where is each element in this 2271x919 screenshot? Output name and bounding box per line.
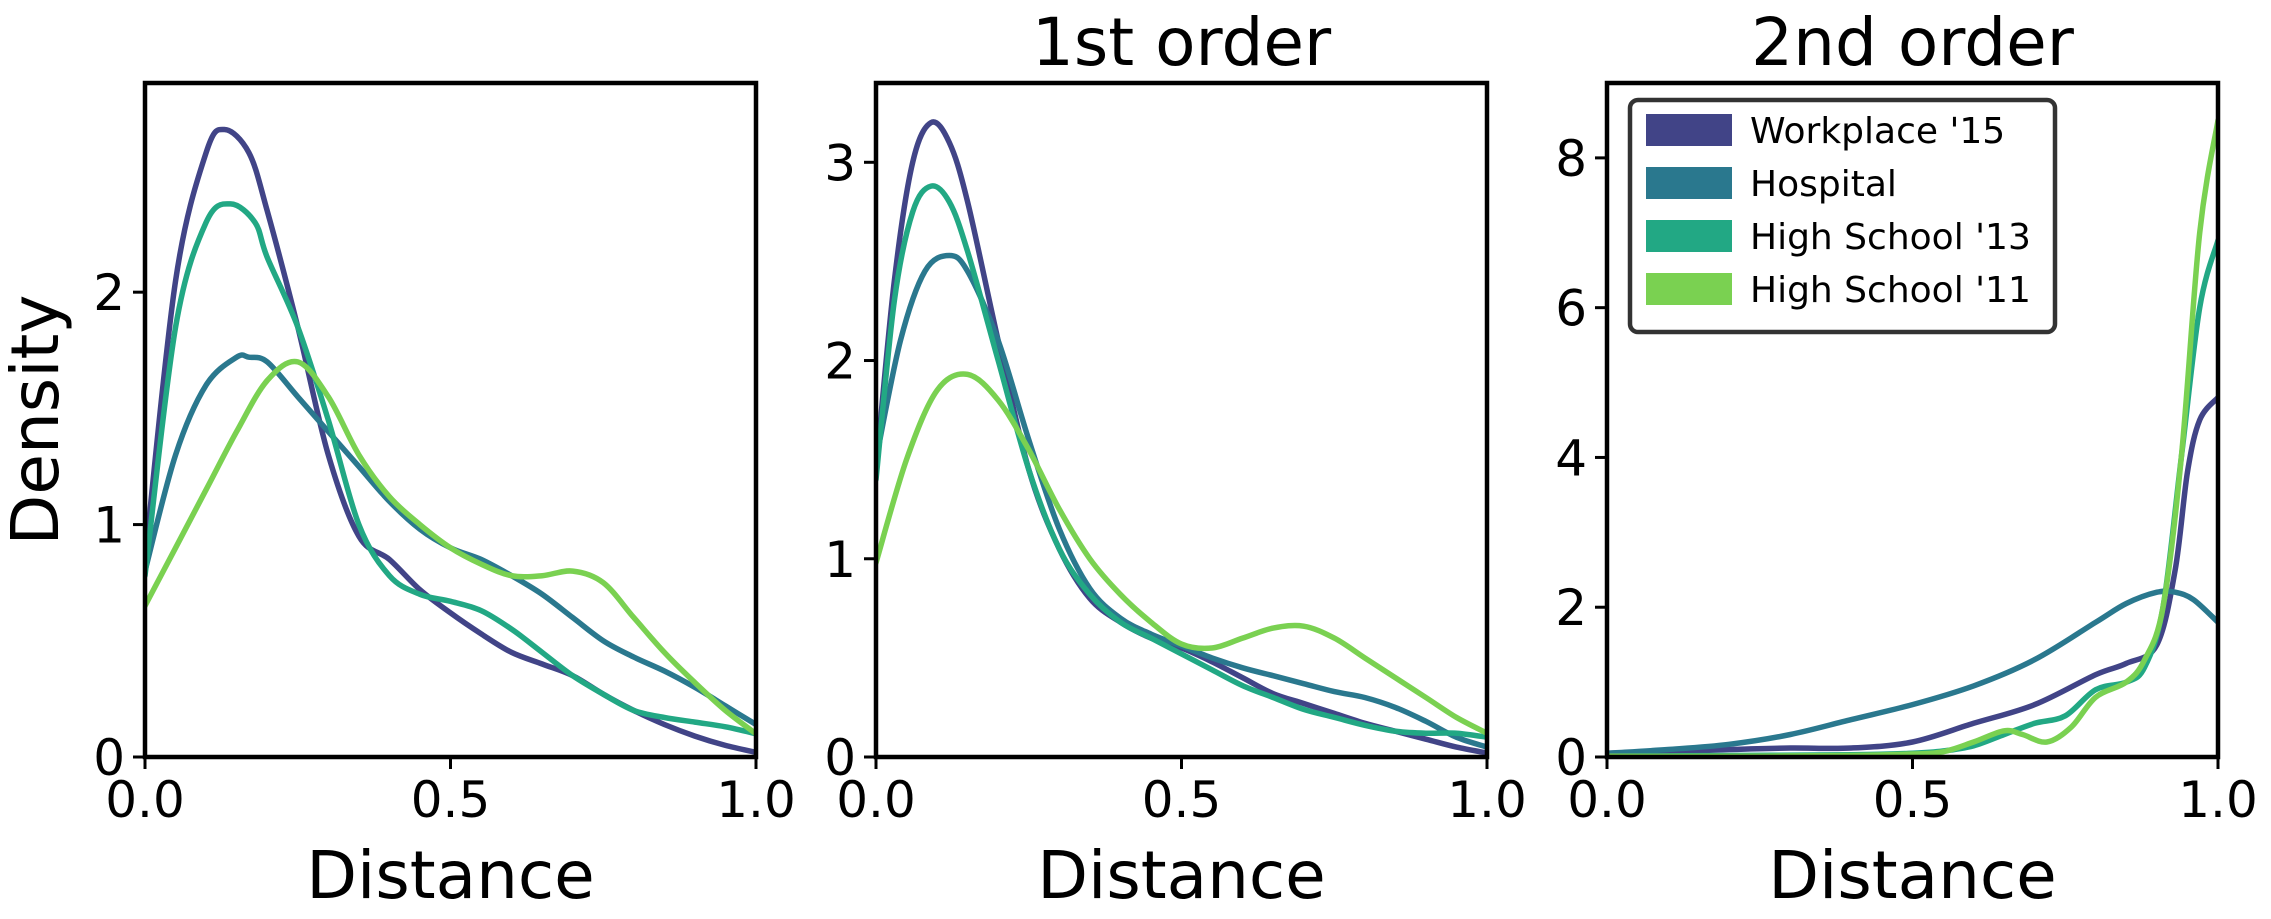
y-axis-label: Density: [0, 295, 74, 546]
series-lines: [876, 119, 1487, 756]
legend-label: Workplace '15: [1750, 111, 2005, 152]
legend: Workplace '15 Hospital High School '13 High…: [1627, 97, 2058, 335]
x-tick-label: 1.0: [716, 771, 796, 829]
series-line-hospital: [876, 252, 1487, 750]
series-lines: [145, 126, 756, 756]
x-axis-label: Distance: [1037, 837, 1326, 914]
legend-label: High School '11: [1750, 270, 2031, 311]
y-tick-label: 2: [824, 333, 856, 391]
legend-item-high-school-13: High School '13: [1646, 217, 2031, 258]
y-tick-label: 2: [93, 264, 125, 322]
series-line-workplace-15: [145, 126, 756, 756]
series-line-hospital: [1607, 588, 2218, 757]
panel-title: 2nd order: [1751, 4, 2075, 81]
legend-frame: [1627, 97, 2058, 335]
y-tick-label: 0: [824, 729, 856, 787]
legend-label: Hospital: [1750, 164, 1897, 205]
x-tick-label: 0.0: [1567, 771, 1647, 829]
y-tick-label: 4: [1555, 429, 1587, 487]
y-tick-label: 6: [1555, 280, 1587, 338]
y-tick-label: 3: [824, 134, 856, 192]
legend-item-workplace-15: Workplace '15: [1646, 111, 2005, 152]
series-line-high-school-11: [145, 358, 756, 737]
series-line-high-school-13: [145, 201, 756, 737]
legend-item-hospital: Hospital: [1646, 164, 1897, 205]
series-line-hospital: [145, 352, 756, 728]
panel-2nd-order: 0.0 0.5 1.0 0 2 4 6 8 Distance 2nd order: [1555, 4, 2258, 914]
y-tick-label: 8: [1555, 130, 1587, 188]
panel-distance-density: 0.0 0.5 1.0 0 1 2 Distance Density: [0, 80, 796, 914]
x-tick-label: 0.0: [105, 771, 185, 829]
series-line-high-school-11: [876, 371, 1487, 736]
y-tick-label: 1: [824, 531, 856, 589]
x-tick-label: 0.5: [1142, 771, 1222, 829]
legend-swatch: [1646, 220, 1732, 252]
y-tick-label: 0: [1555, 729, 1587, 787]
y-tick-label: 1: [93, 497, 125, 555]
series-line-workplace-15: [876, 119, 1487, 756]
x-tick-label: 1.0: [2178, 771, 2258, 829]
x-tick-label: 1.0: [1447, 771, 1527, 829]
series-line-high-school-13: [876, 183, 1487, 740]
legend-swatch: [1646, 167, 1732, 199]
panel-1st-order: 0.0 0.5 1.0 0 1 2 3 Distance 1st order: [824, 4, 1527, 914]
x-tick-label: 0.5: [1873, 771, 1953, 829]
x-axis-label: Distance: [1768, 837, 2057, 914]
y-tick-label: 0: [93, 729, 125, 787]
legend-swatch: [1646, 114, 1732, 146]
y-tick-label: 2: [1555, 579, 1587, 637]
legend-label: High School '13: [1750, 217, 2031, 258]
panel-title: 1st order: [1032, 4, 1332, 81]
legend-item-high-school-11: High School '11: [1646, 270, 2031, 311]
legend-swatch: [1646, 273, 1732, 305]
x-axis-label: Distance: [306, 837, 595, 914]
x-tick-label: 0.0: [836, 771, 916, 829]
series-line-workplace-15: [1607, 394, 2218, 757]
x-tick-label: 0.5: [411, 771, 491, 829]
